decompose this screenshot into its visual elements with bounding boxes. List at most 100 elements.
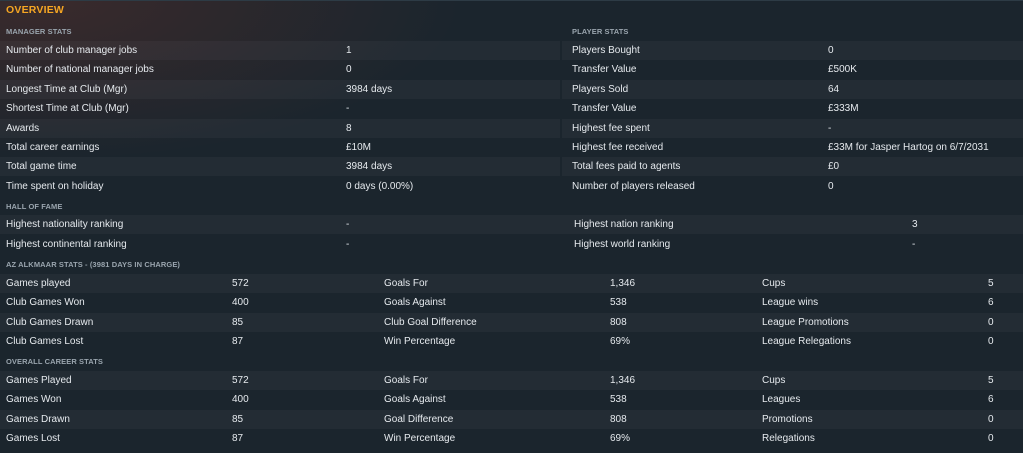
stat-label: Awards [6, 123, 40, 134]
stat-label: Games Played [6, 375, 72, 386]
stat-value: £0 [828, 161, 840, 172]
stat-value: 572 [232, 278, 249, 289]
stat-value: £33M for Jasper Hartog on 6/7/2031 [828, 142, 989, 153]
stat-label: Number of club manager jobs [6, 45, 138, 56]
stat-label: Win Percentage [384, 433, 456, 444]
stat-row: Games Won 400 Goals Against 538 Leagues 6 [0, 390, 1023, 409]
stat-value: 0 [828, 181, 834, 192]
stat-value: - [346, 103, 350, 114]
stat-value: 8 [346, 123, 352, 134]
stat-label: Cups [762, 375, 786, 386]
stat-label: Longest Time at Club (Mgr) [6, 84, 128, 95]
stat-label: Win Percentage [384, 336, 456, 347]
stat-row: Highest nationality ranking - Highest nati… [0, 215, 1023, 234]
stat-value: 3984 days [346, 161, 393, 172]
stat-label: Highest fee received [572, 142, 664, 153]
stat-value: 1,346 [610, 375, 636, 386]
stat-value: £333M [828, 103, 859, 114]
stat-row: Longest Time at Club (Mgr) 3984 days [0, 80, 560, 99]
stat-row: Games Drawn 85 Goal Difference 808 Promotion… [0, 410, 1023, 429]
stat-label: Promotions [762, 414, 813, 425]
stat-value: 3 [912, 219, 918, 230]
stat-row: Number of national manager jobs 0 [0, 60, 560, 79]
stat-label: Number of national manager jobs [6, 64, 154, 75]
stat-value: 538 [610, 394, 627, 405]
stat-value: 0 [988, 317, 994, 328]
stat-value: 808 [610, 414, 627, 425]
stat-label: Players Sold [572, 84, 629, 95]
stat-row: Number of players released 0 [562, 177, 1023, 196]
stat-label: Number of players released [572, 181, 695, 192]
stat-label: Time spent on holiday [6, 181, 104, 192]
stat-row: Club Games Lost 87 Win Percentage 69% League… [0, 332, 1023, 351]
stat-label: Goals Against [384, 297, 446, 308]
stat-row: Highest continental ranking - Highest worl… [0, 235, 1023, 254]
stat-value: 1,346 [610, 278, 636, 289]
top-border [0, 0, 1023, 1]
stat-value: - [346, 239, 350, 250]
stat-label: Goals Against [384, 394, 446, 405]
stat-row: Number of club manager jobs 1 [0, 41, 560, 60]
stat-value: 808 [610, 317, 627, 328]
stat-value: 64 [828, 84, 840, 95]
stat-row: Club Games Drawn 85 Club Goal Difference 80… [0, 313, 1023, 332]
stat-label: Total game time [6, 161, 77, 172]
stat-row: Time spent on holiday 0 days (0.00%) [0, 177, 560, 196]
stat-value: 0 days (0.00%) [346, 181, 414, 192]
stat-label: Highest world ranking [574, 239, 671, 250]
stat-row: Transfer Value £500K [562, 60, 1023, 79]
stat-label: Goal Difference [384, 414, 454, 425]
stat-value: - [828, 123, 832, 134]
page-title: OVERVIEW [6, 4, 65, 16]
stat-row: Highest fee spent - [562, 119, 1023, 138]
section-heading: MANAGER STATS [6, 27, 72, 36]
stat-row: Games played 572 Goals For 1,346 Cups 5 [0, 274, 1023, 293]
stat-label: Transfer Value [572, 64, 637, 75]
stat-row: Players Bought 0 [562, 41, 1023, 60]
stat-value: 87 [232, 336, 244, 347]
stat-label: Club Games Won [6, 297, 85, 308]
stat-label: Total career earnings [6, 142, 100, 153]
stat-row: Awards 8 [0, 119, 560, 138]
stat-value: £10M [346, 142, 372, 153]
stat-label: Goals For [384, 375, 428, 386]
stat-value: 400 [232, 297, 249, 308]
stat-value: 5 [988, 375, 994, 386]
stat-value: 0 [346, 64, 352, 75]
stat-value: 87 [232, 433, 244, 444]
stat-row: Games Played 572 Goals For 1,346 Cups 5 [0, 371, 1023, 390]
stat-label: Games Lost [6, 433, 60, 444]
stat-row: Total game time 3984 days [0, 157, 560, 176]
stat-label: Cups [762, 278, 786, 289]
stat-value: 0 [988, 336, 994, 347]
stat-label: Highest nationality ranking [6, 219, 124, 230]
stat-label: Relegations [762, 433, 815, 444]
stat-label: League Promotions [762, 317, 849, 328]
stat-label: Highest nation ranking [574, 219, 674, 230]
stat-value: - [912, 239, 916, 250]
stat-row: Club Games Won 400 Goals Against 538 League … [0, 293, 1023, 312]
stat-label: Games played [6, 278, 71, 289]
stat-label: Club Games Drawn [6, 317, 94, 328]
stat-row: Shortest Time at Club (Mgr) - [0, 99, 560, 118]
stat-row: Games Lost 87 Win Percentage 69% Relegations… [0, 429, 1023, 448]
stat-value: 572 [232, 375, 249, 386]
section-heading: PLAYER STATS [572, 27, 629, 36]
stat-label: Leagues [762, 394, 801, 405]
stat-row: Highest fee received £33M for Jasper Hart… [562, 138, 1023, 157]
stat-row: Transfer Value £333M [562, 99, 1023, 118]
stat-label: Club Games Lost [6, 336, 84, 347]
stat-value: - [346, 219, 350, 230]
stat-label: Games Drawn [6, 414, 70, 425]
stat-value: £500K [828, 64, 857, 75]
stat-label: Highest fee spent [572, 123, 650, 134]
stat-value: 400 [232, 394, 249, 405]
stat-value: 85 [232, 414, 244, 425]
stat-value: 6 [988, 297, 994, 308]
stat-label: Transfer Value [572, 103, 637, 114]
stat-value: 0 [828, 45, 834, 56]
stat-value: 69% [610, 336, 631, 347]
stat-row: Players Sold 64 [562, 80, 1023, 99]
stat-value: 0 [988, 433, 994, 444]
section-heading: HALL OF FAME [6, 202, 63, 211]
